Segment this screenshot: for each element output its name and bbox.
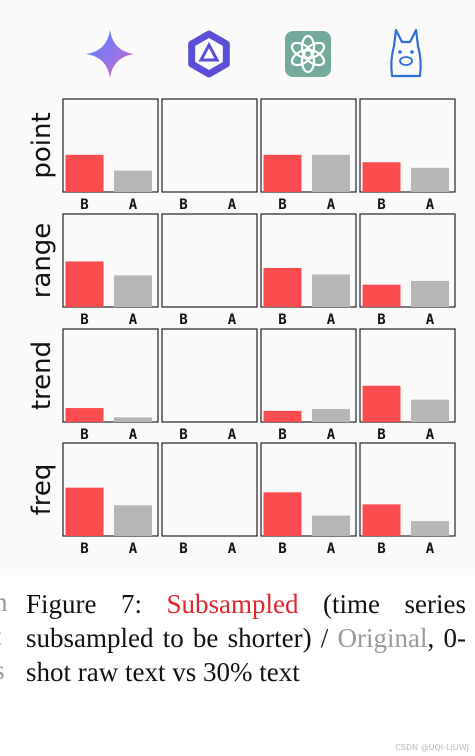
caption-original: Original — [337, 623, 428, 653]
x-tick-label: B — [278, 427, 286, 443]
bar-B — [263, 267, 302, 307]
bar-B — [263, 410, 302, 422]
row-label: point — [27, 112, 57, 178]
left-edge-glyph: n — [0, 587, 8, 617]
panel-frame — [62, 328, 159, 423]
row-label: freq — [27, 464, 57, 516]
bar-B — [263, 154, 302, 192]
bar-A — [411, 521, 449, 536]
x-tick-label: B — [80, 541, 88, 557]
x-tick-label: A — [228, 197, 237, 213]
x-tick-label: B — [377, 427, 385, 443]
panel-frame — [260, 328, 357, 423]
bar-A — [312, 154, 350, 192]
x-tick-label: B — [80, 312, 88, 328]
bar-A — [312, 274, 350, 307]
gemini-logo-icon — [86, 30, 134, 78]
x-tick-label: A — [426, 197, 435, 213]
x-tick-label: B — [179, 312, 187, 328]
chatgpt-logo-icon — [285, 31, 331, 77]
panel-frame — [161, 328, 258, 423]
x-tick-label: A — [327, 427, 336, 443]
panel-frame — [161, 213, 258, 308]
bar-A — [312, 408, 350, 422]
watermark: CSDN @UQI-LIUWJ — [395, 743, 469, 752]
bar-A — [114, 170, 152, 192]
x-tick-label: B — [377, 541, 385, 557]
bar-B — [65, 408, 104, 422]
bar-A — [312, 515, 350, 536]
x-tick-label: B — [377, 312, 385, 328]
bar-B — [362, 162, 401, 192]
bar-B — [362, 284, 401, 307]
bar-A — [114, 417, 152, 422]
bar-B — [362, 385, 401, 422]
left-edge-glyph: t — [0, 621, 2, 652]
x-tick-label: A — [426, 541, 435, 557]
x-tick-label: A — [228, 541, 237, 557]
x-tick-label: A — [228, 312, 237, 328]
x-tick-label: B — [278, 312, 286, 328]
x-tick-label: A — [129, 312, 138, 328]
bar-A — [411, 399, 449, 422]
bar-A — [411, 167, 449, 192]
panel-frame — [161, 98, 258, 193]
x-tick-label: A — [327, 312, 336, 328]
bar-A — [114, 505, 152, 536]
left-edge-glyph: s — [0, 655, 5, 686]
caption-prefix: Figure 7: — [26, 589, 167, 619]
panel-frame — [161, 442, 258, 537]
bar-B — [65, 487, 104, 536]
caption-suffix: , 0-shot raw text vs 30% text — [26, 623, 466, 687]
llama-logo-icon — [390, 28, 422, 78]
bar-A — [411, 280, 449, 307]
x-tick-label: B — [80, 197, 88, 213]
x-tick-label: A — [129, 427, 138, 443]
x-tick-label: A — [327, 541, 336, 557]
x-tick-label: B — [278, 541, 286, 557]
x-tick-label: B — [179, 541, 187, 557]
caption-subsampled: Subsampled — [166, 589, 299, 619]
bar-B — [362, 504, 401, 536]
row-label: range — [27, 223, 57, 299]
x-tick-label: A — [129, 197, 138, 213]
bar-A — [114, 275, 152, 307]
x-tick-label: B — [80, 427, 88, 443]
bar-B — [263, 492, 302, 536]
figure-caption: Figure 7: Subsampled (time series subsam… — [26, 587, 466, 689]
x-tick-label: A — [327, 197, 336, 213]
x-tick-label: A — [426, 427, 435, 443]
caption-middle: (time series subsampled to be shorter) / — [26, 589, 466, 653]
x-tick-label: B — [278, 197, 286, 213]
x-tick-label: B — [179, 427, 187, 443]
x-tick-label: A — [228, 427, 237, 443]
qwen-logo-icon — [188, 30, 230, 78]
row-label: trend — [27, 341, 57, 410]
bar-B — [65, 261, 104, 307]
bar-B — [65, 154, 104, 192]
x-tick-label: A — [426, 312, 435, 328]
x-tick-label: B — [179, 197, 187, 213]
x-tick-label: A — [129, 541, 138, 557]
x-tick-label: B — [377, 197, 385, 213]
